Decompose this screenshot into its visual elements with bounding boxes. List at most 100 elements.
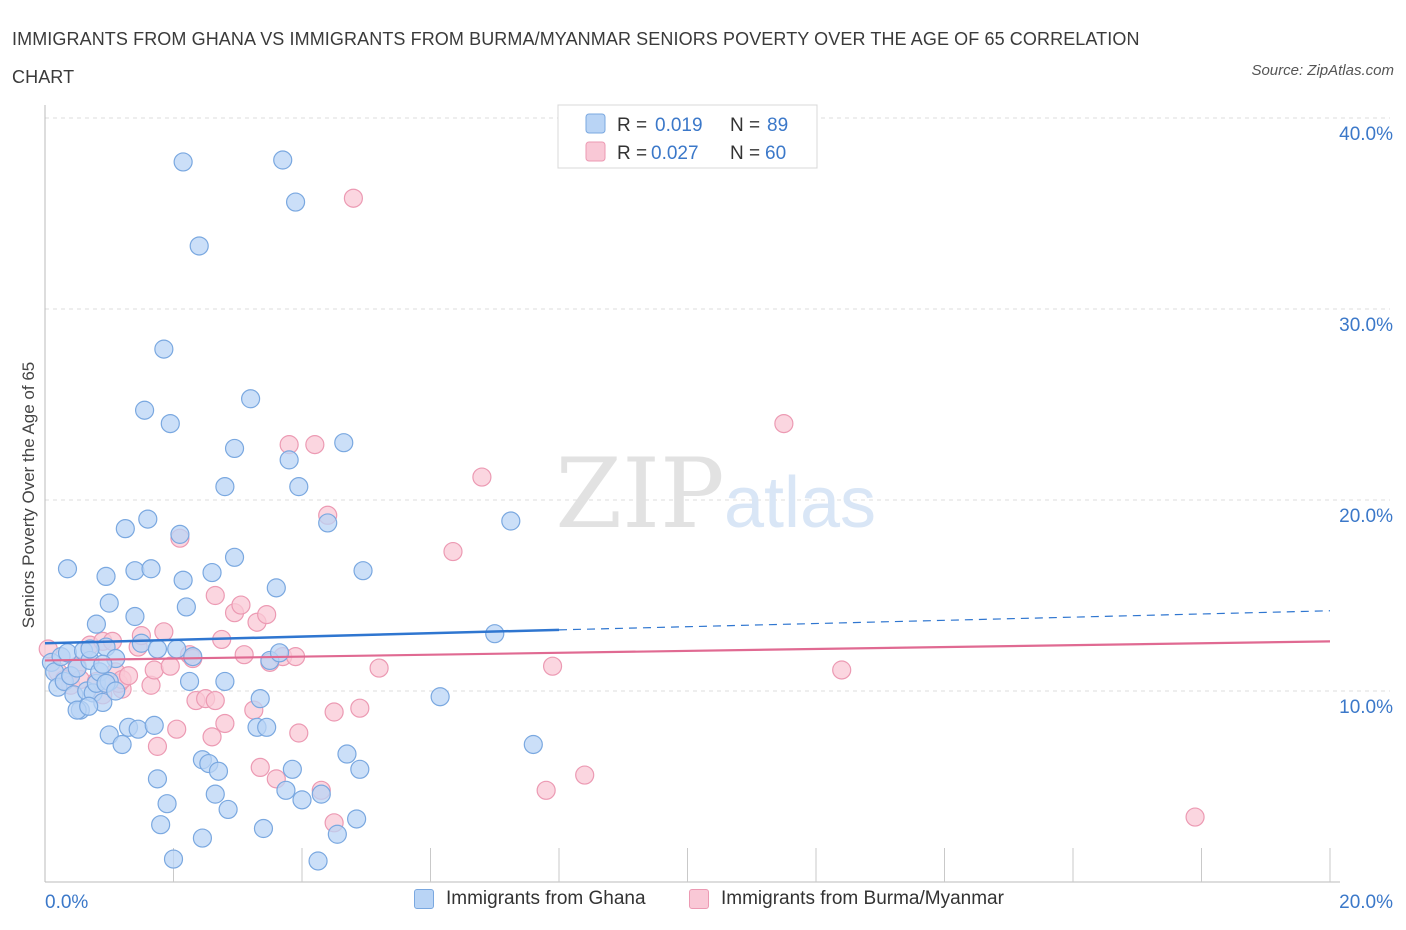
x-tick-label: 0.0% — [45, 892, 88, 913]
legend-ghana-r-label: R = — [617, 115, 647, 136]
y-tick-label: 30.0% — [1339, 315, 1393, 336]
data-point-burma — [205, 690, 225, 711]
legend-burma-swatch — [585, 141, 606, 162]
data-point-ghana — [289, 477, 309, 497]
data-point-ghana — [115, 519, 135, 539]
legend-burma-n-value: 60 — [765, 143, 786, 164]
data-point-ghana — [93, 654, 113, 674]
data-point-burma — [443, 541, 463, 562]
bottom-legend-ghana: Immigrants from Ghana — [414, 888, 646, 910]
data-point-ghana — [250, 689, 270, 709]
data-point-burma — [160, 656, 180, 676]
legend-burma-n-label: N = — [730, 143, 760, 164]
data-point-ghana — [131, 633, 151, 653]
trendline-ghana — [44, 628, 560, 645]
data-point-ghana — [154, 339, 174, 359]
data-point-burma — [202, 727, 222, 747]
data-point-ghana — [501, 511, 521, 531]
data-point-ghana — [208, 761, 229, 781]
legend-ghana-n-label: N = — [730, 115, 760, 136]
data-point-burma — [343, 188, 363, 208]
data-point-burma — [257, 604, 277, 625]
data-point-ghana — [173, 152, 193, 172]
data-point-ghana — [183, 647, 203, 667]
trendline-ghana-extension — [558, 610, 1331, 631]
data-point-ghana — [80, 639, 100, 659]
data-point-ghana — [276, 780, 296, 800]
data-point-ghana — [96, 566, 116, 587]
data-point-ghana — [215, 477, 235, 497]
data-point-ghana — [167, 639, 187, 659]
data-point-burma — [234, 645, 254, 665]
data-point-ghana — [138, 509, 158, 529]
data-point-ghana — [157, 794, 177, 814]
data-point-ghana — [163, 849, 184, 869]
legend-ghana-swatch — [585, 113, 606, 134]
data-point-ghana — [192, 828, 213, 848]
y-tick-label: 10.0% — [1339, 697, 1393, 718]
data-point-ghana — [215, 671, 235, 692]
data-point-ghana — [308, 851, 328, 871]
data-point-burma — [305, 435, 325, 455]
data-point-burma — [369, 658, 389, 678]
y-tick-label: 20.0% — [1339, 506, 1393, 527]
data-point-ghana — [205, 784, 225, 804]
data-point-ghana — [134, 400, 155, 420]
data-point-burma — [147, 736, 168, 756]
data-point-ghana — [112, 734, 132, 755]
data-point-ghana — [79, 696, 99, 716]
data-point-ghana — [202, 562, 222, 583]
legend-burma-r-label: R = — [617, 143, 647, 164]
data-point-burma — [350, 698, 370, 718]
data-point-burma — [536, 780, 556, 800]
data-point-burma — [144, 660, 164, 680]
legend-ghana-n-value: 89 — [767, 115, 788, 136]
x-tick-label: 20.0% — [1339, 892, 1393, 913]
data-point-ghana — [282, 759, 302, 779]
chart-title: IMMIGRANTS FROM GHANA VS IMMIGRANTS FROM… — [12, 29, 1140, 87]
data-point-ghana — [125, 561, 145, 581]
data-point-ghana — [334, 433, 354, 453]
bottom-legend: Immigrants from Ghana Immigrants from Bu… — [0, 888, 1406, 916]
bottom-legend-burma-label: Immigrants from Burma/Myanmar — [721, 888, 1004, 909]
data-point-ghana — [279, 450, 299, 470]
data-point-ghana — [327, 824, 347, 844]
data-point-burma — [118, 666, 139, 686]
bottom-legend-burma: Immigrants from Burma/Myanmar — [689, 888, 1004, 910]
data-point-ghana — [253, 818, 274, 839]
tick-labels: 10.0% 20.0% 30.0% 40.0% 0.0% 20.0% — [45, 124, 1393, 913]
series-ghana-points — [41, 150, 543, 871]
data-point-ghana — [147, 769, 168, 789]
data-point-burma — [575, 765, 595, 785]
data-point-ghana — [218, 799, 238, 820]
data-point-ghana — [141, 559, 161, 579]
data-point-ghana — [189, 236, 209, 256]
data-point-burma — [542, 656, 563, 676]
data-point-ghana — [269, 643, 290, 663]
data-point-ghana — [99, 593, 119, 613]
data-point-ghana — [266, 578, 286, 598]
data-point-ghana — [485, 624, 505, 644]
trendline-burma — [44, 640, 1331, 662]
data-point-burma — [289, 723, 309, 743]
data-point-ghana — [99, 725, 119, 745]
data-point-ghana — [144, 715, 164, 735]
bottom-legend-burma-swatch — [689, 889, 709, 909]
data-point-ghana — [318, 513, 338, 533]
data-point-ghana — [224, 438, 245, 459]
data-point-burma — [215, 713, 235, 734]
data-point-burma — [250, 757, 270, 778]
legend-burma-r-value: 0.027 — [651, 143, 699, 164]
bottom-legend-ghana-swatch — [414, 889, 434, 909]
data-point-ghana — [353, 561, 373, 581]
data-point-burma — [324, 702, 344, 722]
data-point-ghana — [273, 150, 293, 170]
data-point-ghana — [350, 759, 370, 779]
data-point-ghana — [170, 524, 190, 544]
data-point-ghana — [347, 809, 367, 829]
data-point-ghana — [160, 414, 180, 434]
data-point-ghana — [86, 614, 107, 634]
y-axis-label: Seniors Poverty Over the Age of 65 — [19, 362, 38, 628]
watermark: ZIP atlas — [555, 438, 876, 550]
data-point-ghana — [292, 790, 312, 810]
